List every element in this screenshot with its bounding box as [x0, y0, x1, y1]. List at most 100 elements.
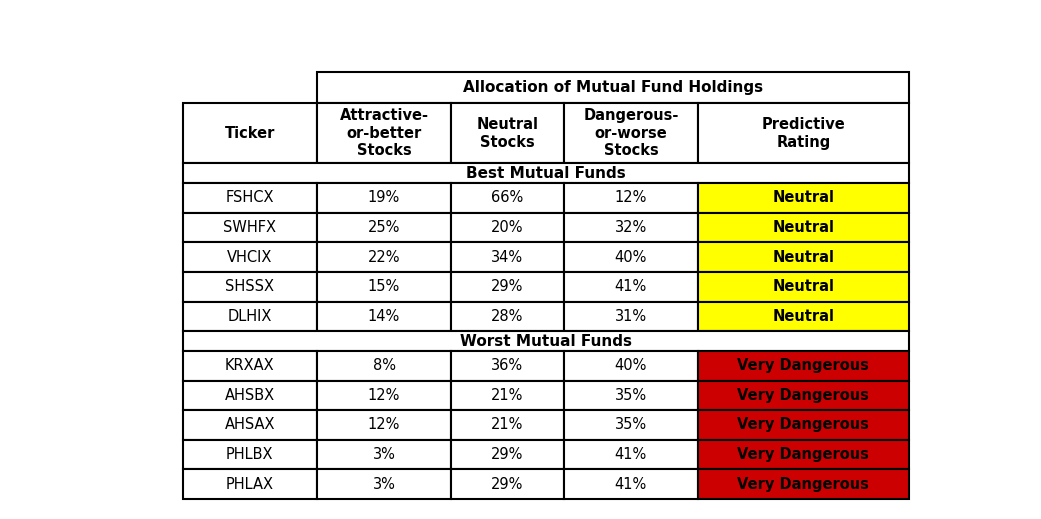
Text: 14%: 14%	[367, 309, 400, 324]
Bar	[182, 272, 316, 302]
Bar	[182, 410, 316, 440]
Bar	[564, 213, 699, 242]
Bar	[699, 272, 909, 302]
Text: 12%: 12%	[615, 190, 648, 206]
Text: 29%: 29%	[491, 476, 524, 491]
Text: Neutral
Stocks: Neutral Stocks	[477, 117, 538, 149]
Text: 41%: 41%	[615, 279, 648, 294]
Text: Attractive-
or-better
Stocks: Attractive- or-better Stocks	[339, 108, 429, 158]
Text: Neutral: Neutral	[772, 309, 835, 324]
Bar	[182, 469, 316, 499]
Bar	[451, 469, 564, 499]
Bar	[451, 103, 564, 163]
Text: 8%: 8%	[373, 358, 396, 373]
Text: SHSSX: SHSSX	[225, 279, 274, 294]
Bar	[699, 302, 909, 331]
Text: 15%: 15%	[367, 279, 400, 294]
Bar	[451, 302, 564, 331]
Text: 20%: 20%	[491, 220, 524, 235]
Text: 40%: 40%	[615, 358, 648, 373]
Text: 32%: 32%	[615, 220, 648, 235]
Text: 66%: 66%	[491, 190, 524, 206]
Bar	[182, 351, 316, 380]
Bar	[182, 213, 316, 242]
Bar	[316, 440, 451, 469]
Bar	[699, 440, 909, 469]
Text: 28%: 28%	[491, 309, 524, 324]
Text: Very Dangerous: Very Dangerous	[737, 476, 869, 491]
Text: PHLBX: PHLBX	[226, 447, 274, 462]
Bar	[316, 469, 451, 499]
Text: 36%: 36%	[491, 358, 524, 373]
Text: 21%: 21%	[491, 417, 524, 432]
Bar	[182, 331, 909, 351]
Text: 22%: 22%	[367, 250, 401, 265]
Text: PHLAX: PHLAX	[226, 476, 274, 491]
Text: 35%: 35%	[615, 417, 648, 432]
Text: Allocation of Mutual Fund Holdings: Allocation of Mutual Fund Holdings	[462, 80, 763, 95]
Bar	[451, 213, 564, 242]
Bar	[182, 72, 316, 103]
Bar	[316, 302, 451, 331]
Bar	[316, 242, 451, 272]
Text: Worst Mutual Funds: Worst Mutual Funds	[460, 334, 632, 349]
Text: AHSBX: AHSBX	[225, 388, 275, 403]
Bar	[564, 302, 699, 331]
Bar	[699, 213, 909, 242]
Text: Neutral: Neutral	[772, 220, 835, 235]
Bar	[451, 410, 564, 440]
Text: Neutral: Neutral	[772, 190, 835, 206]
Bar	[699, 380, 909, 410]
Text: 31%: 31%	[615, 309, 648, 324]
Bar	[316, 410, 451, 440]
Bar	[699, 103, 909, 163]
Text: KRXAX: KRXAX	[225, 358, 275, 373]
Bar	[564, 440, 699, 469]
Bar	[564, 272, 699, 302]
Bar	[564, 469, 699, 499]
Bar	[316, 213, 451, 242]
Text: Neutral: Neutral	[772, 250, 835, 265]
Text: 25%: 25%	[367, 220, 400, 235]
Text: 3%: 3%	[373, 447, 396, 462]
Bar	[699, 183, 909, 213]
Bar	[451, 183, 564, 213]
Bar	[451, 242, 564, 272]
Bar	[316, 272, 451, 302]
Text: 21%: 21%	[491, 388, 524, 403]
Text: Very Dangerous: Very Dangerous	[737, 388, 869, 403]
Bar	[564, 410, 699, 440]
Text: 34%: 34%	[491, 250, 524, 265]
Bar	[699, 469, 909, 499]
Text: 12%: 12%	[367, 417, 400, 432]
Bar	[564, 351, 699, 380]
Bar	[451, 380, 564, 410]
Text: VHCIX: VHCIX	[227, 250, 273, 265]
Text: 19%: 19%	[367, 190, 400, 206]
Bar	[564, 183, 699, 213]
Text: AHSAX: AHSAX	[225, 417, 275, 432]
Text: 29%: 29%	[491, 279, 524, 294]
Bar	[182, 302, 316, 331]
Bar	[316, 183, 451, 213]
Text: 29%: 29%	[491, 447, 524, 462]
Text: 41%: 41%	[615, 476, 648, 491]
Text: 3%: 3%	[373, 476, 396, 491]
Text: 12%: 12%	[367, 388, 400, 403]
Bar	[316, 380, 451, 410]
Bar	[564, 103, 699, 163]
Bar	[182, 183, 316, 213]
Bar	[451, 272, 564, 302]
Text: Neutral: Neutral	[772, 279, 835, 294]
Bar	[699, 351, 909, 380]
Text: DLHIX: DLHIX	[228, 309, 272, 324]
Bar	[316, 103, 451, 163]
Bar	[564, 242, 699, 272]
Bar	[182, 103, 316, 163]
Bar	[451, 351, 564, 380]
Text: 41%: 41%	[615, 447, 648, 462]
Text: SWHFX: SWHFX	[223, 220, 276, 235]
Bar	[316, 351, 451, 380]
Text: Best Mutual Funds: Best Mutual Funds	[465, 166, 626, 181]
Bar	[182, 242, 316, 272]
